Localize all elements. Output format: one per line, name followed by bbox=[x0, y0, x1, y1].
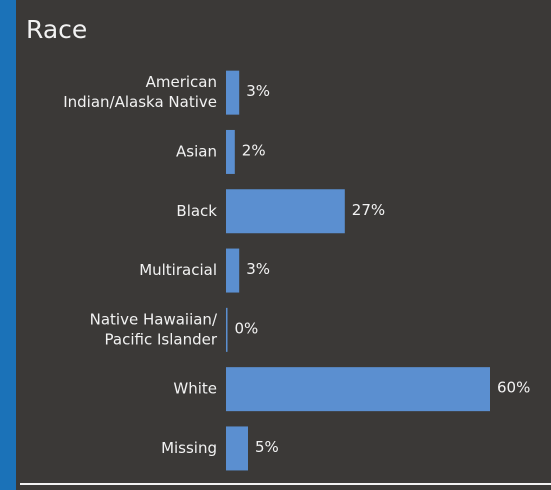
category-label: American bbox=[146, 73, 217, 91]
category-label: Indian/Alaska Native bbox=[63, 93, 217, 111]
value-label: 5% bbox=[255, 438, 279, 456]
category-label: Pacific Islander bbox=[105, 330, 218, 348]
bar bbox=[226, 248, 240, 293]
bar bbox=[226, 367, 490, 412]
value-label: 0% bbox=[235, 319, 259, 337]
value-label: 2% bbox=[242, 141, 266, 159]
category-label: Missing bbox=[161, 439, 217, 457]
bar bbox=[226, 307, 228, 352]
bar bbox=[226, 70, 240, 115]
bar bbox=[226, 189, 345, 234]
bar bbox=[226, 426, 248, 471]
category-label: Multiracial bbox=[139, 261, 217, 279]
category-label: Native Hawaiian/ bbox=[90, 310, 218, 328]
category-label: White bbox=[173, 380, 217, 398]
value-label: 27% bbox=[352, 201, 385, 219]
category-label: Black bbox=[176, 202, 217, 220]
accent-strip bbox=[0, 0, 16, 490]
bar bbox=[226, 129, 235, 174]
value-label: 3% bbox=[246, 260, 270, 278]
chart-title: Race bbox=[26, 15, 87, 44]
value-label: 3% bbox=[246, 82, 270, 100]
value-label: 60% bbox=[497, 379, 530, 397]
category-label: Asian bbox=[176, 142, 217, 160]
